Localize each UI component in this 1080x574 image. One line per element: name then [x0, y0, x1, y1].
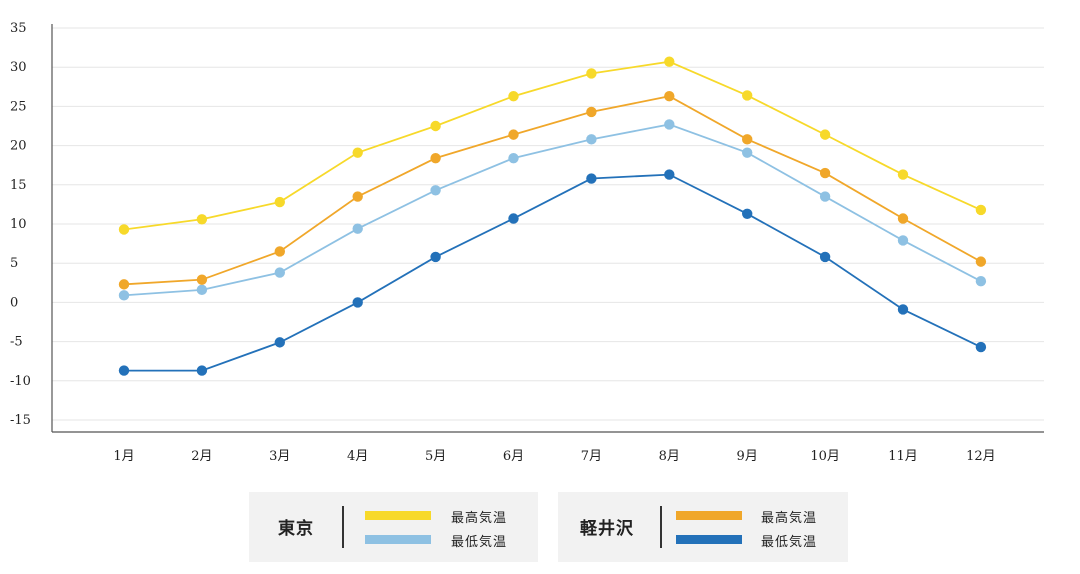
data-point	[664, 91, 675, 102]
axes	[51, 24, 1044, 433]
x-tick-label: 6月	[503, 449, 524, 464]
data-point	[819, 167, 831, 179]
legend-divider	[342, 506, 344, 548]
data-point	[664, 169, 675, 180]
data-point	[975, 256, 987, 267]
data-point	[352, 147, 363, 158]
legend-swatch-tokyo-min	[365, 535, 431, 544]
x-tick-label: 8月	[659, 449, 680, 464]
data-point	[118, 290, 130, 301]
x-tick-label: 4月	[347, 449, 368, 464]
data-point	[430, 251, 441, 263]
y-tick-label: 5	[10, 256, 18, 271]
x-tick-label: 9月	[737, 449, 758, 464]
y-tick-label: 25	[10, 99, 27, 114]
legend-group-karuizawa: 軽井沢 最高気温 最低気温	[558, 492, 848, 562]
data-point	[274, 196, 285, 208]
legend-swatch-karuizawa-max	[676, 511, 742, 520]
series-line	[123, 95, 982, 286]
data-point	[897, 213, 909, 224]
legend-city-tokyo: 東京	[278, 519, 314, 539]
data-point	[664, 119, 675, 130]
data-point	[274, 267, 285, 278]
series-3	[118, 169, 987, 376]
legend-divider	[660, 506, 662, 548]
data-point	[897, 304, 909, 315]
data-point	[819, 191, 831, 202]
data-point	[586, 68, 597, 79]
data-point	[352, 297, 363, 308]
x-tick-label: 1月	[113, 449, 134, 464]
data-point	[586, 134, 597, 145]
legend-label-karuizawa-min: 最低気温	[761, 535, 818, 550]
data-point	[975, 341, 987, 353]
series-line	[124, 173, 982, 372]
data-point	[897, 235, 909, 246]
data-point	[196, 284, 208, 296]
data-point	[196, 365, 208, 376]
grid-lines	[52, 27, 1044, 421]
data-point	[352, 191, 363, 202]
data-point	[742, 134, 753, 145]
x-tick-label: 10月	[810, 449, 840, 464]
data-point	[819, 129, 831, 140]
data-point	[975, 204, 987, 216]
series-line	[123, 123, 982, 297]
x-tick-label: 11月	[888, 449, 918, 464]
series-lines	[118, 56, 987, 376]
data-point	[975, 276, 987, 287]
legend-city-karuizawa: 軽井沢	[580, 519, 634, 539]
data-point	[118, 224, 130, 235]
data-point	[430, 185, 441, 196]
data-point	[274, 246, 285, 257]
series-0	[118, 56, 987, 235]
y-tick-label: 30	[10, 60, 27, 75]
series-2	[118, 91, 987, 290]
data-point	[118, 365, 130, 376]
legend-swatch-karuizawa-min	[676, 535, 742, 544]
data-point	[196, 214, 208, 225]
legend-label-tokyo-min: 最低気温	[451, 535, 508, 550]
legend-swatch-tokyo-max	[365, 511, 431, 520]
data-point	[196, 274, 208, 285]
data-point	[586, 173, 597, 184]
data-point	[742, 90, 753, 101]
x-tick-label: 12月	[966, 449, 996, 464]
data-point	[508, 91, 519, 102]
tick-labels: -15 -10 -5 0 5 10 15 20 25 30 35 1月 2月 3月 4月 5月 6月 7月 8月 9月…	[10, 21, 996, 464]
data-point	[897, 169, 909, 180]
y-tick-label: 10	[10, 217, 27, 232]
data-point	[819, 251, 831, 263]
y-tick-label: 20	[10, 139, 27, 154]
data-point	[664, 56, 675, 67]
y-tick-label: 15	[10, 178, 27, 193]
legend-label-tokyo-max: 最高気温	[451, 511, 508, 526]
series-line	[123, 60, 982, 231]
x-tick-label: 2月	[191, 449, 212, 464]
data-point	[118, 279, 130, 290]
y-tick-label: -5	[10, 335, 23, 350]
data-point	[742, 208, 753, 220]
y-tick-label: 0	[10, 295, 18, 310]
x-tick-label: 7月	[581, 449, 602, 464]
legend-group-tokyo: 東京 最高気温 最低気温	[249, 492, 538, 562]
y-tick-label: -10	[10, 374, 31, 389]
data-point	[274, 337, 285, 348]
data-point	[586, 106, 597, 118]
series-1	[118, 119, 987, 301]
data-point	[430, 120, 441, 132]
y-tick-label: -15	[10, 413, 31, 428]
x-tick-label: 5月	[425, 449, 446, 464]
y-tick-label: 35	[10, 21, 27, 36]
data-point	[508, 213, 519, 224]
x-tick-label: 3月	[269, 449, 290, 464]
data-point	[508, 129, 519, 140]
legend-label-karuizawa-max: 最高気温	[761, 511, 818, 526]
data-point	[508, 152, 519, 164]
data-point	[742, 147, 753, 158]
data-point	[430, 152, 441, 164]
data-point	[352, 223, 363, 234]
